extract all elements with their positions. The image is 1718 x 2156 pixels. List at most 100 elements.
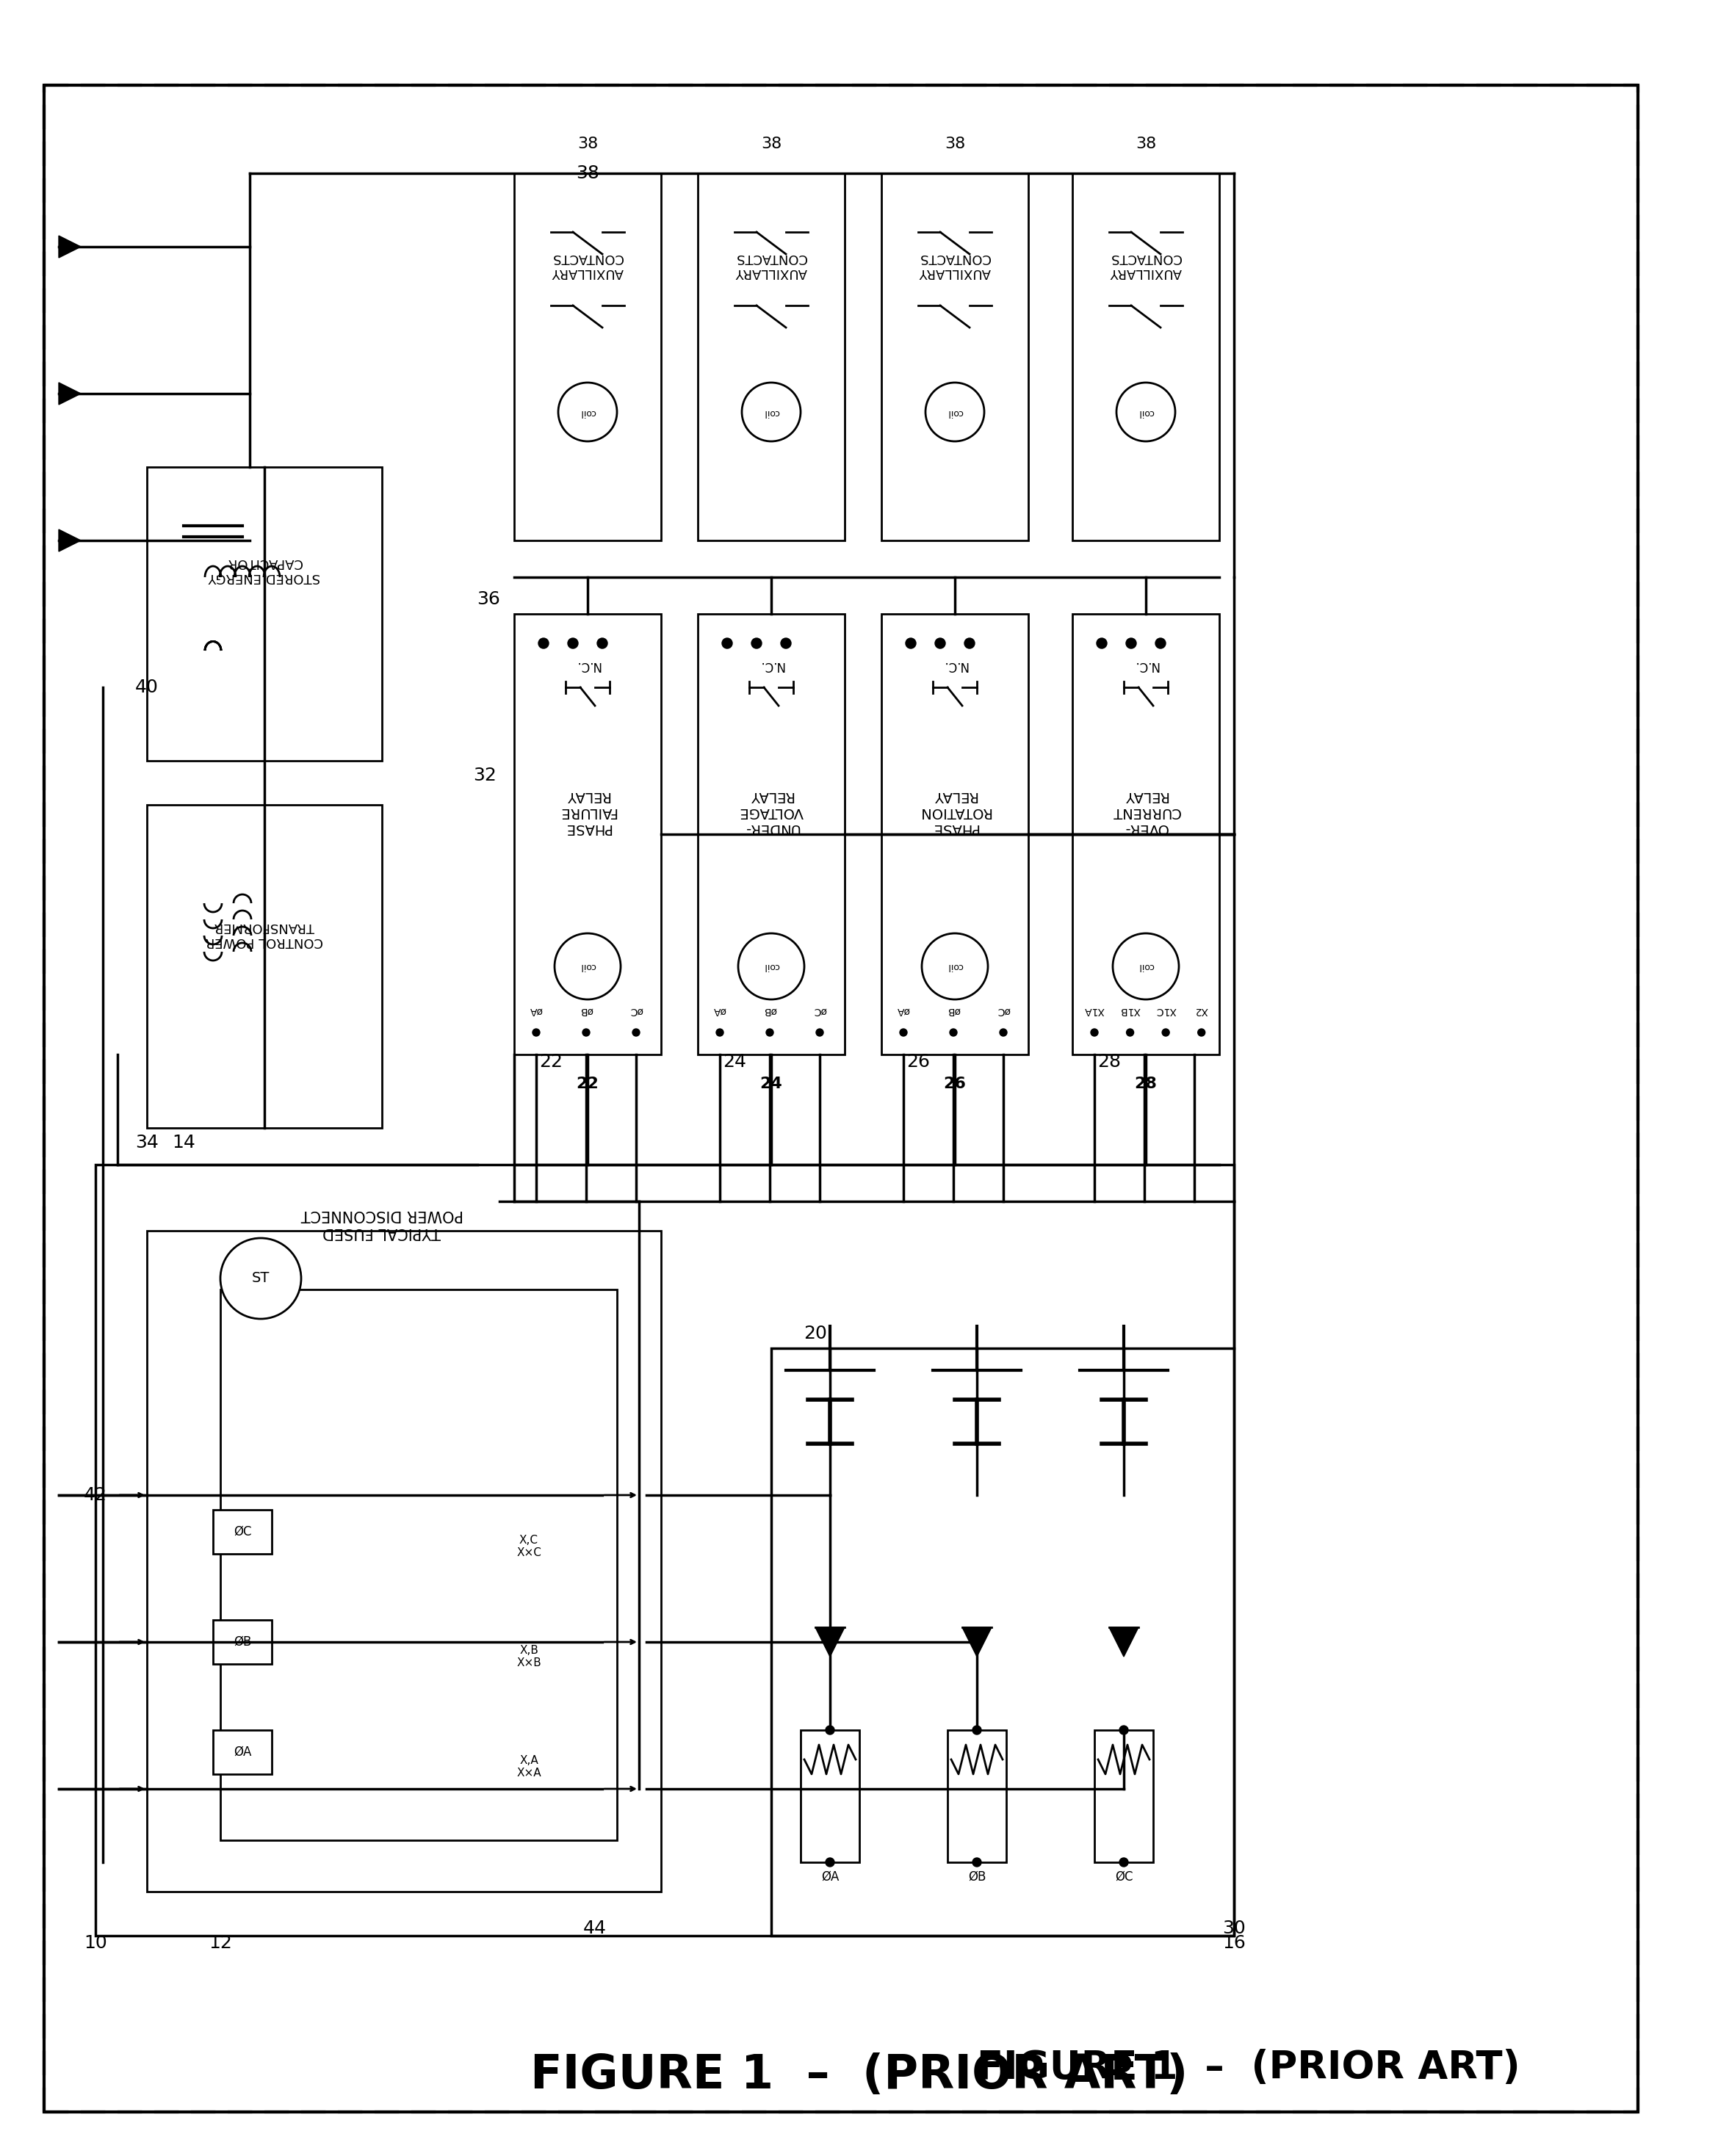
Text: AUXILLARY
CONTACTS: AUXILLARY CONTACTS xyxy=(735,250,807,280)
Bar xyxy=(1072,172,1220,541)
Text: X,C
X×C: X,C X×C xyxy=(517,1535,541,1559)
Circle shape xyxy=(598,638,608,649)
Text: øB: øB xyxy=(947,1005,960,1015)
Bar xyxy=(213,1619,271,1664)
Bar xyxy=(1094,1729,1153,1863)
Circle shape xyxy=(538,638,548,649)
Text: FIGURE 1  –  (PRIOR ART): FIGURE 1 – (PRIOR ART) xyxy=(531,2053,1189,2098)
Circle shape xyxy=(1197,1028,1204,1037)
Circle shape xyxy=(1117,382,1175,442)
Circle shape xyxy=(780,638,790,649)
Bar xyxy=(514,614,661,1054)
Text: øC: øC xyxy=(996,1005,1010,1015)
Bar xyxy=(698,172,845,541)
Bar xyxy=(698,614,845,1054)
Circle shape xyxy=(900,1028,907,1037)
Text: 38: 38 xyxy=(1136,136,1156,151)
Circle shape xyxy=(567,638,577,649)
Text: X,A
X×A: X,A X×A xyxy=(517,1755,541,1779)
Polygon shape xyxy=(816,1628,845,1656)
Circle shape xyxy=(220,1238,301,1319)
Text: 26: 26 xyxy=(907,1052,929,1072)
Bar xyxy=(148,468,381,761)
Polygon shape xyxy=(962,1628,991,1656)
Text: N.C.: N.C. xyxy=(576,660,600,673)
Text: ØC: ØC xyxy=(1115,1871,1132,1884)
Bar xyxy=(148,804,381,1128)
Text: 24: 24 xyxy=(759,1076,782,1091)
Circle shape xyxy=(1120,1858,1129,1867)
Circle shape xyxy=(632,1028,639,1037)
Bar xyxy=(213,1509,271,1554)
Text: øB: øB xyxy=(763,1005,777,1015)
Circle shape xyxy=(950,1028,957,1037)
Text: 30: 30 xyxy=(1221,1919,1246,1938)
Text: coil: coil xyxy=(763,962,780,970)
Circle shape xyxy=(766,1028,773,1037)
Circle shape xyxy=(716,1028,723,1037)
Circle shape xyxy=(1156,638,1165,649)
Text: 16: 16 xyxy=(1221,1934,1246,1951)
Circle shape xyxy=(816,1028,823,1037)
Text: 12: 12 xyxy=(208,1934,232,1951)
Text: 26: 26 xyxy=(943,1076,966,1091)
Text: OVER-
CURRENT
RELAY: OVER- CURRENT RELAY xyxy=(1112,789,1180,834)
Circle shape xyxy=(1091,1028,1098,1037)
Text: 22: 22 xyxy=(576,1076,600,1091)
Bar xyxy=(514,172,661,541)
Text: coil: coil xyxy=(579,407,596,416)
Text: N.C.: N.C. xyxy=(759,660,783,673)
Text: UNDER-
VOLTAGE
RELAY: UNDER- VOLTAGE RELAY xyxy=(739,789,804,834)
Text: 32: 32 xyxy=(472,768,497,785)
Text: 24: 24 xyxy=(723,1052,746,1072)
Circle shape xyxy=(923,934,988,1000)
Polygon shape xyxy=(58,530,81,552)
Bar xyxy=(220,1289,617,1841)
Text: 44: 44 xyxy=(582,1919,606,1938)
Text: 28: 28 xyxy=(1134,1076,1158,1091)
Text: X1B: X1B xyxy=(1120,1005,1141,1015)
Text: coil: coil xyxy=(763,407,780,416)
Text: 38: 38 xyxy=(945,136,966,151)
Text: øC: øC xyxy=(813,1005,826,1015)
Text: øB: øB xyxy=(579,1005,593,1015)
Text: 38: 38 xyxy=(577,136,598,151)
Text: STORED ENERGY
CAPACITOR: STORED ENERGY CAPACITOR xyxy=(208,556,321,584)
Circle shape xyxy=(1125,638,1136,649)
Circle shape xyxy=(555,934,620,1000)
Text: PHASE
FAILURE
RELAY: PHASE FAILURE RELAY xyxy=(558,789,617,834)
Bar xyxy=(948,1729,1007,1863)
Text: ST: ST xyxy=(253,1272,270,1285)
Polygon shape xyxy=(1110,1628,1139,1656)
Text: AUXILLARY
CONTACTS: AUXILLARY CONTACTS xyxy=(919,250,991,280)
Text: TYPICAL FUSED
POWER DISCONNECT: TYPICAL FUSED POWER DISCONNECT xyxy=(301,1207,464,1240)
Circle shape xyxy=(751,638,761,649)
Text: N.C.: N.C. xyxy=(941,660,967,673)
Circle shape xyxy=(826,1858,835,1867)
Text: coil: coil xyxy=(1137,962,1154,970)
Text: X1A: X1A xyxy=(1084,1005,1105,1015)
Text: FIGURE 1  –  (PRIOR ART): FIGURE 1 – (PRIOR ART) xyxy=(978,2048,1520,2087)
Text: 38: 38 xyxy=(576,164,600,181)
Text: coil: coil xyxy=(947,407,962,416)
Circle shape xyxy=(1096,638,1106,649)
Circle shape xyxy=(1161,1028,1170,1037)
Text: 10: 10 xyxy=(84,1934,107,1951)
Text: 14: 14 xyxy=(172,1134,196,1151)
Text: coil: coil xyxy=(1137,407,1154,416)
Bar xyxy=(881,172,1029,541)
Text: øA: øA xyxy=(529,1005,543,1015)
Circle shape xyxy=(926,382,984,442)
Circle shape xyxy=(558,382,617,442)
Bar xyxy=(771,1348,1234,1936)
Circle shape xyxy=(533,1028,539,1037)
Text: AUXILLARY
CONTACTS: AUXILLARY CONTACTS xyxy=(551,250,624,280)
Text: øA: øA xyxy=(713,1005,727,1015)
Circle shape xyxy=(826,1725,835,1733)
Bar xyxy=(96,1164,1234,1936)
Text: AUXILLARY
CONTACTS: AUXILLARY CONTACTS xyxy=(1110,250,1182,280)
Text: 22: 22 xyxy=(539,1052,562,1072)
Circle shape xyxy=(722,638,732,649)
Bar xyxy=(881,614,1029,1054)
Text: 28: 28 xyxy=(1098,1052,1120,1072)
